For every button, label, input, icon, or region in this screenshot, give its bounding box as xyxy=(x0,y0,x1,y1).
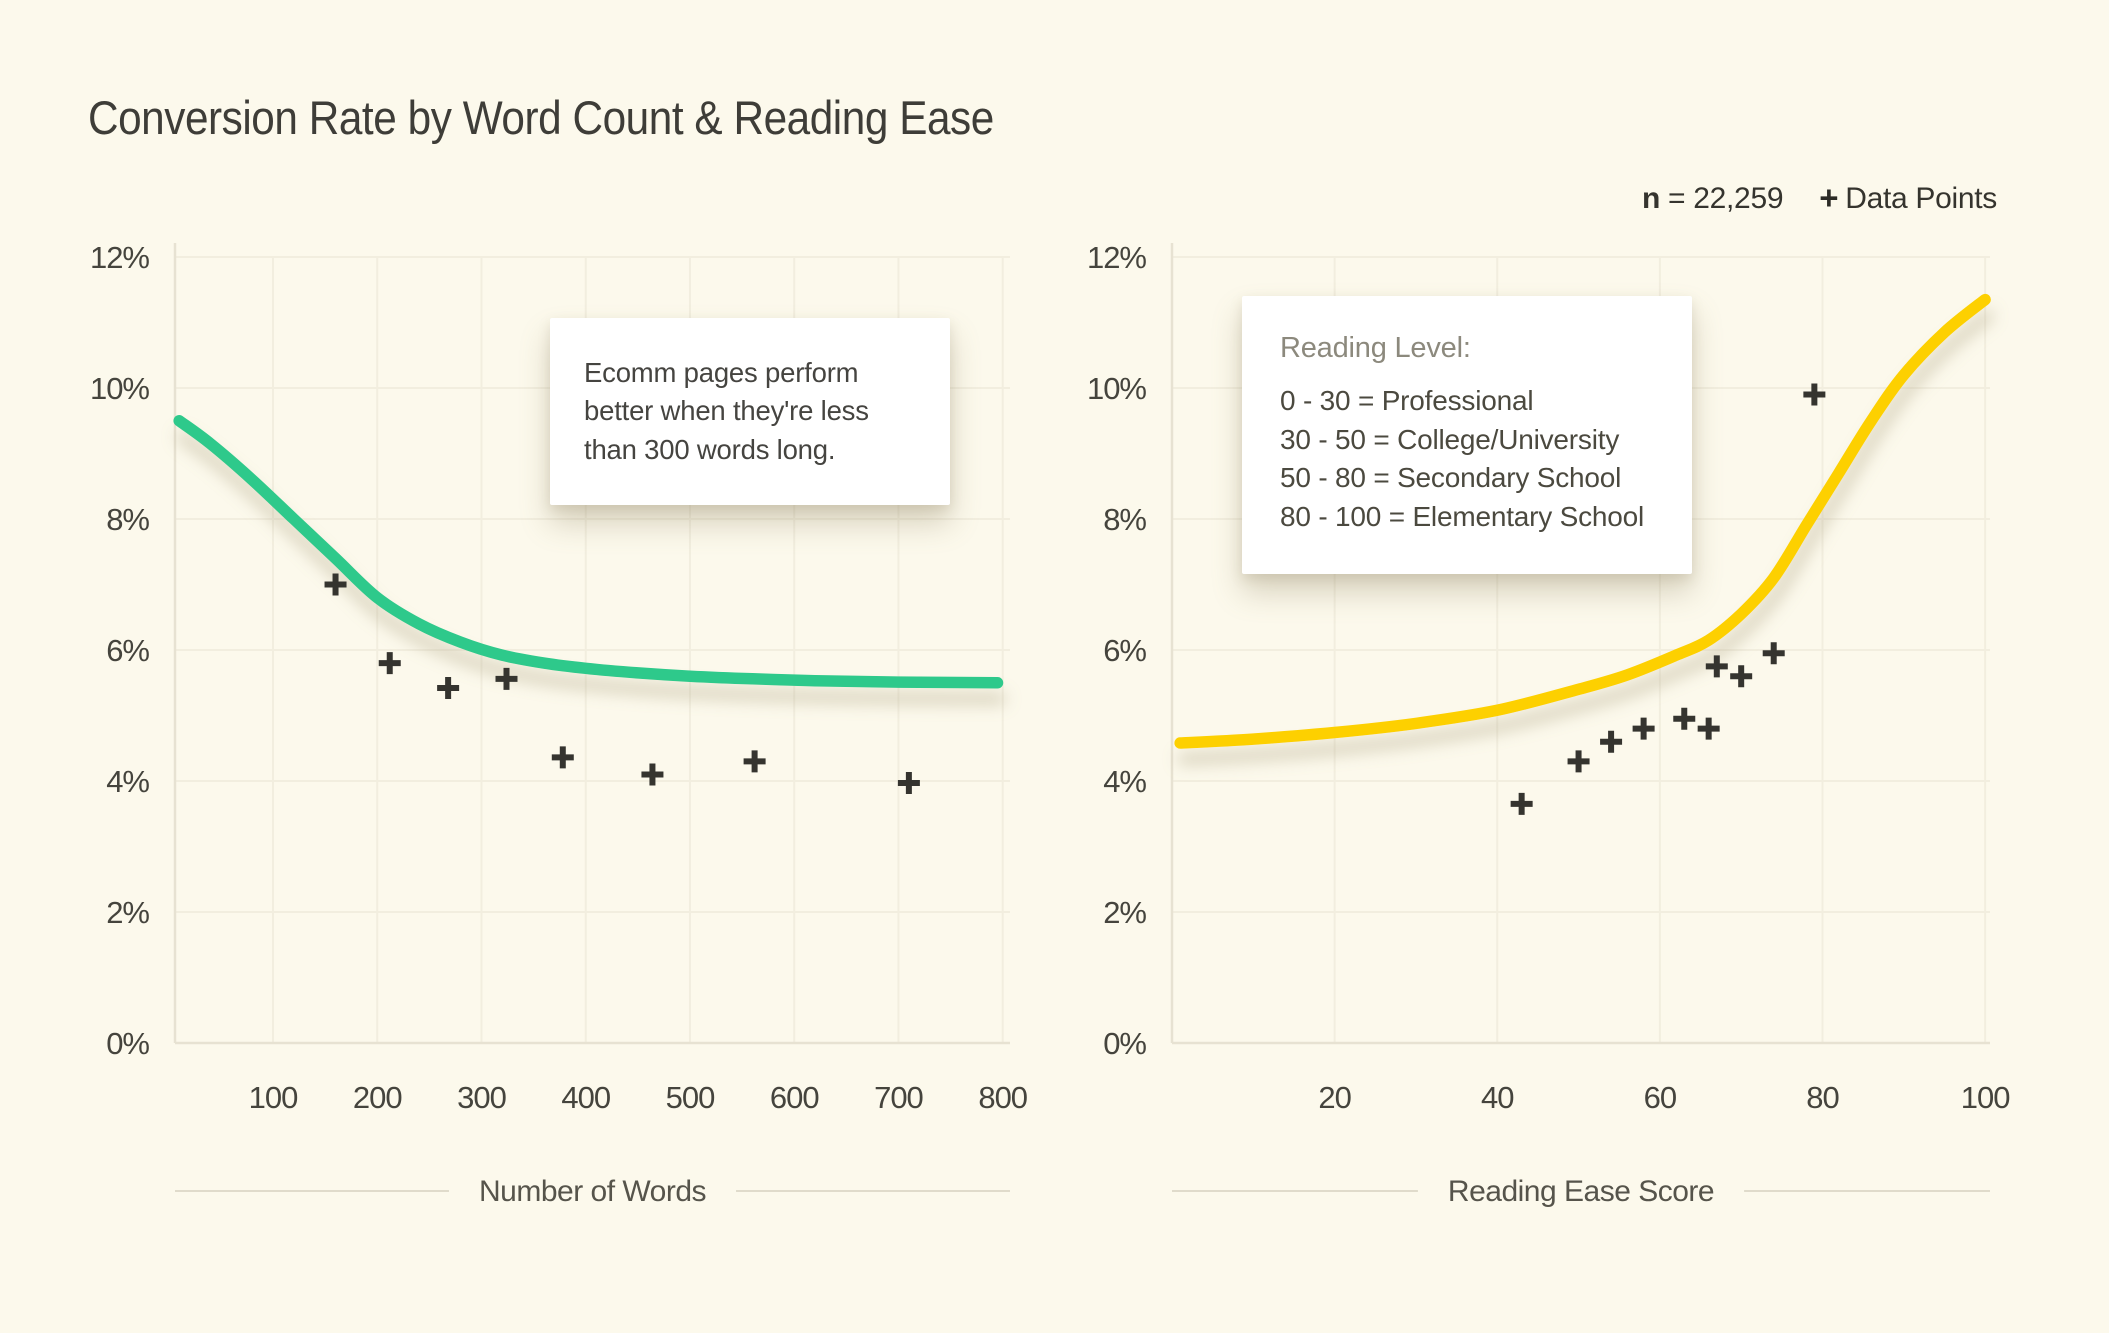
data-point-marker xyxy=(1632,717,1655,740)
x-tick-label: 500 xyxy=(666,1080,715,1115)
y-tick-label: 8% xyxy=(106,502,149,537)
x-tick-label: 300 xyxy=(457,1080,506,1115)
x-axis-title: Reading Ease Score xyxy=(1448,1175,1714,1208)
x-tick-label: 20 xyxy=(1318,1080,1351,1115)
data-point-marker xyxy=(551,746,574,769)
x-tick-label: 100 xyxy=(249,1080,298,1115)
y-tick-label: 12% xyxy=(90,240,149,275)
x-tick-label: 60 xyxy=(1644,1080,1677,1115)
y-tick-label: 6% xyxy=(106,633,149,668)
y-tick-label: 6% xyxy=(1103,633,1146,668)
data-point-marker xyxy=(1567,750,1590,773)
legend-title: Reading Level: xyxy=(1280,332,1471,364)
annotation-line: Ecomm pages perform xyxy=(584,356,859,388)
x-tick-label: 200 xyxy=(353,1080,402,1115)
annotation-callout: Ecomm pages perform better when they're … xyxy=(550,318,950,505)
data-points-label: Data Points xyxy=(1845,182,1997,215)
trend-line xyxy=(1174,293,1991,749)
reading-level-legend: Reading Level: 0 - 30 = Professional 30 … xyxy=(1242,296,1692,574)
sample-size-value: = 22,259 xyxy=(1659,182,1784,215)
data-point-marker xyxy=(1697,717,1720,740)
data-point-marker xyxy=(495,667,518,690)
y-tick-label: 0% xyxy=(106,1026,149,1061)
y-tick-label: 10% xyxy=(90,371,149,406)
sample-size-symbol: n xyxy=(1641,182,1660,215)
x-tick-label: 800 xyxy=(978,1080,1027,1115)
data-point-marker xyxy=(1510,792,1533,815)
plus-marker-icon: + xyxy=(1819,178,1839,216)
data-point-marker xyxy=(897,771,920,794)
header-stats: n = 22,259 + Data Points xyxy=(1641,178,1997,216)
y-tick-label: 8% xyxy=(1103,502,1146,537)
x-tick-label: 80 xyxy=(1806,1080,1839,1115)
annotation-line: better when they're less xyxy=(584,395,869,427)
data-point-marker xyxy=(1803,383,1826,406)
data-point-marker xyxy=(641,763,664,786)
data-point-marker xyxy=(1762,642,1785,665)
sample-size: n = 22,259 xyxy=(1641,182,1784,216)
x-axis-title: Number of Words xyxy=(479,1175,706,1208)
y-tick-label: 4% xyxy=(106,764,149,799)
data-points-legend: + Data Points xyxy=(1819,178,1997,216)
x-tick-label: 600 xyxy=(770,1080,819,1115)
data-point-marker xyxy=(437,676,460,699)
legend-item: 80 - 100 = Elementary School xyxy=(1280,500,1645,532)
x-tick-label: 40 xyxy=(1481,1080,1514,1115)
y-tick-label: 10% xyxy=(1087,371,1146,406)
legend-item: 50 - 80 = Secondary School xyxy=(1280,462,1622,493)
x-tick-label: 700 xyxy=(874,1080,923,1115)
page-title: Conversion Rate by Word Count & Reading … xyxy=(88,91,994,144)
data-point-marker xyxy=(324,573,347,596)
y-tick-label: 0% xyxy=(1103,1026,1146,1061)
y-tick-label: 2% xyxy=(1103,895,1146,930)
trend-line xyxy=(173,415,1004,689)
legend-item: 30 - 50 = College/University xyxy=(1280,423,1620,455)
y-tick-label: 12% xyxy=(1087,240,1146,275)
data-point-marker xyxy=(1600,730,1623,753)
right-chart-reading-ease: 20 40 60 80 100 0% 2% 4% 6% 8% 10% 12% Reading Ease … xyxy=(1087,240,2011,1208)
data-point-marker xyxy=(1705,655,1728,678)
data-point-marker xyxy=(1730,665,1753,688)
y-tick-label: 4% xyxy=(1103,764,1146,799)
legend-item: 0 - 30 = Professional xyxy=(1280,385,1534,416)
y-tick-label: 2% xyxy=(106,895,149,930)
data-point-marker xyxy=(1673,707,1696,730)
left-chart-word-count: 100 200 300 400 500 600 700 800 0% 2% 4% 6% 8% 10% 12%… xyxy=(90,240,1029,1208)
x-tick-label: 100 xyxy=(1961,1080,2010,1115)
x-tick-label: 400 xyxy=(561,1080,610,1115)
annotation-line: than 300 words long. xyxy=(584,433,836,465)
data-point-marker xyxy=(378,652,401,675)
data-point-marker xyxy=(743,750,766,773)
